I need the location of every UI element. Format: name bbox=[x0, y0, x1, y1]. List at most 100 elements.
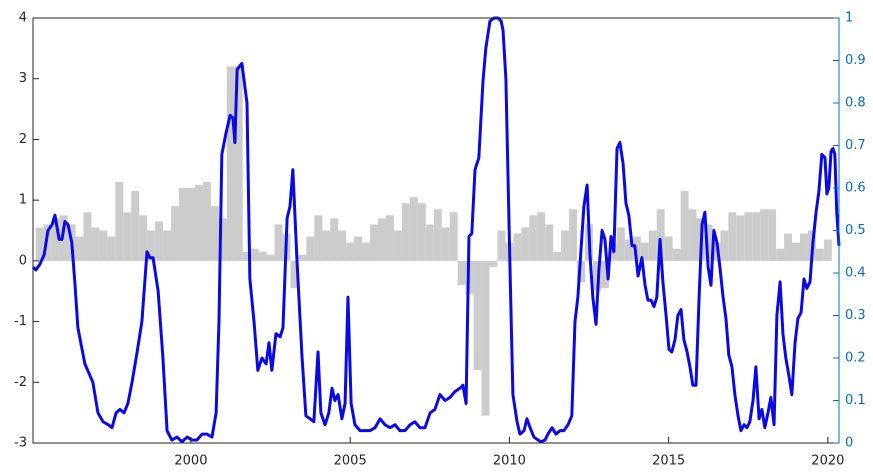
bar bbox=[131, 191, 140, 261]
y-tick-label: 3 bbox=[19, 71, 27, 86]
bar bbox=[242, 251, 251, 261]
y2-tick-label: 0.5 bbox=[845, 223, 866, 238]
bar bbox=[457, 260, 466, 286]
y2-tick-label: 0.8 bbox=[845, 96, 866, 111]
bar bbox=[537, 212, 546, 261]
bar bbox=[123, 212, 132, 261]
bar bbox=[210, 206, 219, 261]
bar bbox=[664, 236, 673, 261]
bar bbox=[799, 233, 808, 261]
bar bbox=[760, 209, 769, 261]
bar bbox=[449, 212, 458, 261]
bar bbox=[346, 242, 355, 261]
bar bbox=[616, 227, 625, 261]
y-tick-label: -3 bbox=[14, 436, 27, 451]
bar bbox=[417, 203, 426, 261]
bar bbox=[489, 260, 498, 267]
y-tick-label: 4 bbox=[19, 11, 27, 26]
bar bbox=[497, 230, 506, 261]
bar bbox=[115, 181, 124, 261]
bar bbox=[290, 260, 299, 289]
bar bbox=[433, 209, 442, 261]
x-tick-label: 2010 bbox=[493, 454, 526, 469]
bar bbox=[545, 224, 554, 261]
bar bbox=[632, 236, 641, 261]
x-tick-label: 2000 bbox=[174, 454, 207, 469]
bar bbox=[441, 227, 450, 261]
y2-tick-label: 1 bbox=[845, 11, 853, 26]
y-tick-label: 0 bbox=[19, 253, 27, 268]
y2-tick-label: 0.4 bbox=[845, 266, 866, 281]
bar bbox=[171, 206, 180, 261]
y-tick-label: 2 bbox=[19, 132, 27, 147]
bar bbox=[139, 215, 148, 261]
bar bbox=[250, 248, 259, 261]
bar bbox=[744, 212, 753, 261]
bar bbox=[776, 248, 785, 261]
bar bbox=[656, 209, 665, 261]
bar bbox=[51, 218, 60, 261]
bar bbox=[823, 239, 832, 261]
bar bbox=[91, 227, 100, 261]
bar bbox=[378, 218, 387, 261]
y2-tick-label: 0 bbox=[845, 436, 853, 451]
bar bbox=[712, 242, 721, 261]
y-tick-label: 1 bbox=[19, 193, 27, 208]
bar bbox=[728, 212, 737, 261]
bar bbox=[521, 227, 530, 261]
bar bbox=[752, 212, 761, 261]
bar bbox=[179, 188, 187, 261]
y2-tick-label: 0.6 bbox=[845, 181, 866, 196]
bar bbox=[306, 236, 315, 261]
bar bbox=[561, 230, 570, 261]
x-tick-label: 2020 bbox=[811, 454, 844, 469]
bar bbox=[386, 215, 394, 261]
bar bbox=[513, 233, 522, 261]
bar bbox=[736, 215, 745, 261]
bar bbox=[401, 203, 410, 261]
bar bbox=[43, 224, 52, 261]
bar bbox=[194, 184, 203, 261]
bar bbox=[147, 230, 156, 261]
bar bbox=[815, 248, 824, 261]
bar bbox=[784, 233, 793, 261]
bar bbox=[640, 242, 649, 261]
bar bbox=[338, 230, 347, 261]
bar bbox=[83, 212, 92, 261]
bar bbox=[274, 224, 283, 261]
bar bbox=[218, 218, 227, 261]
y2-tick-label: 0.2 bbox=[845, 351, 866, 366]
bar bbox=[370, 224, 379, 261]
x-tick-label: 2005 bbox=[334, 454, 367, 469]
bar bbox=[553, 251, 562, 261]
bar bbox=[155, 221, 164, 261]
bar bbox=[186, 188, 195, 261]
bar bbox=[362, 242, 371, 261]
bar bbox=[672, 248, 681, 261]
bar bbox=[680, 191, 689, 261]
y2-tick-label: 0.7 bbox=[845, 138, 866, 153]
bar bbox=[792, 242, 800, 261]
bar bbox=[75, 236, 84, 261]
y-tick-label: -1 bbox=[14, 314, 27, 329]
bar bbox=[226, 66, 235, 261]
bar bbox=[648, 230, 657, 261]
bar bbox=[234, 66, 243, 261]
bar bbox=[298, 254, 307, 261]
bar bbox=[409, 197, 418, 261]
bar bbox=[330, 218, 339, 261]
bar bbox=[393, 230, 402, 261]
bar bbox=[592, 260, 601, 292]
bar bbox=[481, 260, 490, 416]
bar bbox=[569, 209, 578, 261]
bar bbox=[768, 209, 777, 261]
bar bbox=[688, 209, 697, 261]
bar bbox=[704, 224, 713, 261]
bar bbox=[99, 230, 108, 261]
bar bbox=[600, 260, 609, 289]
bar bbox=[107, 236, 116, 261]
y2-tick-label: 0.3 bbox=[845, 308, 866, 323]
y2-tick-label: 0.1 bbox=[845, 393, 866, 408]
